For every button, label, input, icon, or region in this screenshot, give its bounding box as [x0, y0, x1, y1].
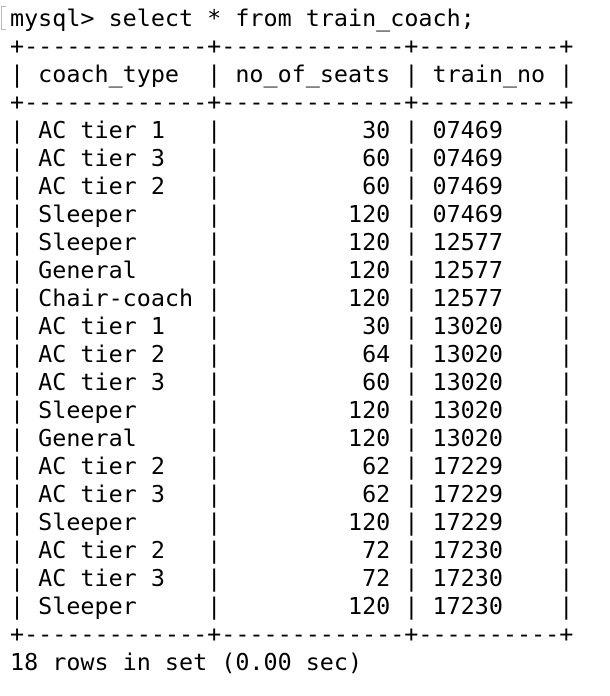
table-row: | Sleeper | 120 | 07469 | — [10, 200, 574, 228]
table-cell: AC tier 3 — [38, 480, 194, 508]
table-cell: 07469 — [432, 144, 546, 172]
table-cell: 07469 — [432, 200, 546, 228]
column-header: coach_type — [38, 60, 194, 88]
table-cell: 13020 — [432, 424, 546, 452]
table-cell: AC tier 2 — [38, 172, 194, 200]
table-cell: Sleeper — [38, 200, 194, 228]
table-cell: Sleeper — [38, 228, 194, 256]
table-cell: 12577 — [432, 256, 546, 284]
column-header: no_of_seats — [235, 60, 391, 88]
table-row: | Sleeper | 120 | 17229 | — [10, 508, 574, 536]
table-row: | AC tier 2 | 64 | 13020 | — [10, 340, 574, 368]
table-cell: General — [38, 256, 194, 284]
table-cell: 13020 — [432, 368, 546, 396]
table-cell: AC tier 2 — [38, 340, 194, 368]
table-row: | AC tier 3 | 60 | 13020 | — [10, 368, 574, 396]
table-border-bottom: +-------------+-------------+----------+ — [10, 620, 574, 648]
table-cell: 60 — [235, 144, 391, 172]
table-cell: AC tier 3 — [38, 144, 194, 172]
table-row: | General | 120 | 13020 | — [10, 424, 574, 452]
table-body: | AC tier 1 | 30 | 07469 | | AC tier 3 |… — [10, 116, 573, 620]
table-row: | AC tier 3 | 72 | 17230 | — [10, 564, 574, 592]
table-cell: General — [38, 424, 194, 452]
table-cell: Chair-coach — [38, 284, 194, 312]
table-row: | Chair-coach | 120 | 12577 | — [10, 284, 574, 312]
table-cell: 60 — [235, 368, 391, 396]
table-row: | Sleeper | 120 | 12577 | — [10, 228, 574, 256]
cursor-marker — [1, 6, 6, 30]
table-cell: 120 — [235, 200, 391, 228]
table-cell: 17230 — [432, 536, 546, 564]
table-cell: 120 — [235, 592, 391, 620]
table-cell: 13020 — [432, 340, 546, 368]
table-cell: AC tier 2 — [38, 536, 194, 564]
table-row: | AC tier 2 | 60 | 07469 | — [10, 172, 574, 200]
table-cell: 62 — [235, 452, 391, 480]
table-cell: 07469 — [432, 172, 546, 200]
table-border-top: +-------------+-------------+----------+ — [10, 32, 574, 60]
table-cell: 13020 — [432, 396, 546, 424]
table-cell: 72 — [235, 564, 391, 592]
column-header: train_no — [432, 60, 546, 88]
table-cell: 64 — [235, 340, 391, 368]
table-cell: 17229 — [432, 508, 546, 536]
table-row: | AC tier 3 | 62 | 17229 | — [10, 480, 574, 508]
table-cell: 60 — [235, 172, 391, 200]
table-cell: 17230 — [432, 592, 546, 620]
table-cell: 120 — [235, 396, 391, 424]
table-cell: 13020 — [432, 312, 546, 340]
table-cell: 07469 — [432, 116, 546, 144]
result-summary: 18 rows in set (0.00 sec) — [10, 648, 363, 676]
table-row: | AC tier 2 | 72 | 17230 | — [10, 536, 574, 564]
table-cell: Sleeper — [38, 592, 194, 620]
table-cell: 62 — [235, 480, 391, 508]
table-row: | Sleeper | 120 | 17230 | — [10, 592, 574, 620]
table-cell: AC tier 1 — [38, 116, 194, 144]
mysql-prompt: mysql> — [10, 4, 95, 32]
table-cell: AC tier 3 — [38, 368, 194, 396]
table-cell: 120 — [235, 424, 391, 452]
table-cell: Sleeper — [38, 508, 194, 536]
table-cell: 17229 — [432, 480, 546, 508]
table-cell: 12577 — [432, 228, 546, 256]
table-cell: AC tier 2 — [38, 452, 194, 480]
table-cell: 120 — [235, 508, 391, 536]
table-row: | AC tier 2 | 62 | 17229 | — [10, 452, 574, 480]
table-cell: AC tier 3 — [38, 564, 194, 592]
table-cell: 30 — [235, 312, 391, 340]
table-cell: AC tier 1 — [38, 312, 194, 340]
table-cell: 12577 — [432, 284, 546, 312]
table-row: | Sleeper | 120 | 13020 | — [10, 396, 574, 424]
table-row: | AC tier 1 | 30 | 07469 | — [10, 116, 574, 144]
sql-command: select * from train_coach; — [108, 4, 475, 32]
table-cell: Sleeper — [38, 396, 194, 424]
table-row: | AC tier 1 | 30 | 13020 | — [10, 312, 574, 340]
table-cell: 30 — [235, 116, 391, 144]
table-cell: 120 — [235, 228, 391, 256]
table-row: | AC tier 3 | 60 | 07469 | — [10, 144, 574, 172]
table-row: | General | 120 | 12577 | — [10, 256, 574, 284]
table-header-row: | coach_type | no_of_seats | train_no | — [10, 60, 574, 88]
table-cell: 17230 — [432, 564, 546, 592]
table-cell: 17229 — [432, 452, 546, 480]
table-cell: 120 — [235, 284, 391, 312]
table-cell: 120 — [235, 256, 391, 284]
table-cell: 72 — [235, 536, 391, 564]
table-border-mid: +-------------+-------------+----------+ — [10, 88, 574, 116]
terminal-output[interactable]: mysql> select * from train_coach; +-----… — [10, 4, 573, 676]
command-line: mysql> select * from train_coach; — [10, 4, 475, 32]
